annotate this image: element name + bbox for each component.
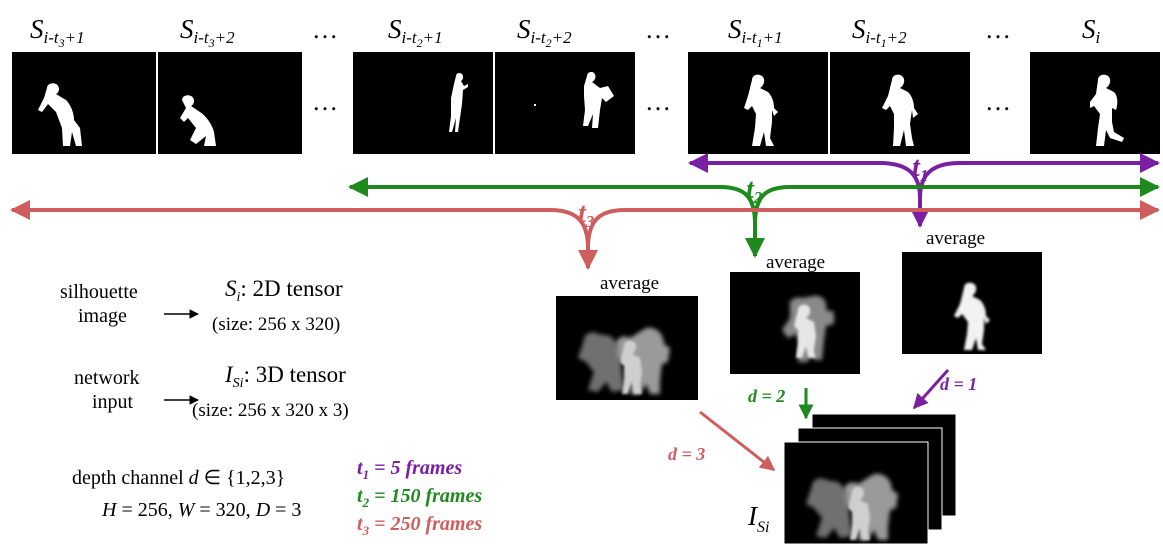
legend-network-line1: network	[74, 367, 140, 389]
frame-label-4: Si-t2+2	[517, 14, 572, 50]
frame-label-6: Si-t1+2	[852, 14, 907, 50]
output-label: ISi	[747, 501, 769, 536]
depth-label-d2: d = 2	[748, 386, 785, 406]
legend-network-size: (size: 256 x 320 x 3)	[192, 400, 349, 421]
ellipsis-frames-3: …	[985, 87, 1011, 116]
window-label-t1: t1	[912, 152, 928, 185]
average-label-t3: average	[600, 273, 659, 294]
legend-silhouette-size: (size: 256 x 320)	[212, 314, 340, 335]
legend-depth-channel: depth channel d ∈ {1,2,3}	[72, 467, 285, 489]
ellipsis-top-3: …	[985, 15, 1011, 44]
legend-hwd: H = 256, W = 320, D = 3	[101, 499, 301, 521]
legend-network-tensor: ISi: 3D tensor	[224, 362, 346, 391]
silhouette-frame-1	[12, 52, 156, 154]
average-label-t2: average	[766, 252, 825, 273]
silhouette-frame-2	[158, 52, 302, 154]
depth-label-d3: d = 3	[668, 444, 705, 464]
frame-count-t3: t3 = 250 frames	[357, 513, 482, 538]
legend-silhouette-line1: silhouette	[60, 281, 138, 303]
silhouette-frame-7	[1030, 52, 1160, 154]
silhouette-frames: … … …	[12, 52, 1160, 154]
frame-label-5: Si-t1+1	[728, 14, 783, 50]
window-t1-arrows	[688, 153, 1160, 228]
window-label-t2: t2	[746, 174, 763, 207]
average-image-t1	[902, 252, 1042, 354]
silhouette-frame-4	[495, 52, 635, 154]
ellipsis-frames-2: …	[645, 87, 671, 116]
frame-count-t2: t2 = 150 frames	[357, 485, 482, 510]
frame-count-t1: t1 = 5 frames	[357, 457, 462, 482]
window-t3-arrows	[10, 200, 1160, 270]
average-image-t3	[556, 296, 698, 400]
silhouette-frame-3	[353, 52, 493, 154]
ellipsis-top-2: …	[645, 15, 671, 44]
silhouette-frame-5	[688, 52, 828, 154]
legend-network-line2: input	[92, 391, 134, 413]
legend-silhouette-tensor: Si: 2D tensor	[225, 276, 343, 305]
silhouette-frame-6	[830, 52, 970, 154]
frame-counts: t1 = 5 frames t2 = 150 frames t3 = 250 f…	[357, 457, 482, 538]
depth-arrows	[699, 368, 950, 472]
frame-label-7: Si	[1082, 14, 1101, 47]
frame-label-1: Si-t3+1	[30, 14, 85, 50]
frame-label-3: Si-t2+1	[388, 14, 443, 50]
legend-silhouette-line2: image	[78, 305, 127, 327]
window-t2-arrows	[348, 177, 1160, 258]
ellipsis-top-1: …	[312, 15, 338, 44]
output-tensor-stack	[783, 413, 957, 544]
average-label-t1: average	[926, 228, 985, 249]
frame-labels: Si-t3+1 Si-t3+2 Si-t2+1 Si-t2+2 Si-t1+1 …	[30, 14, 1101, 50]
ellipsis-frames-1: …	[312, 87, 338, 116]
average-image-t2	[730, 272, 860, 374]
legend: silhouette image Si: 2D tensor (size: 25…	[60, 276, 349, 521]
window-label-t3: t3	[578, 198, 595, 231]
frame-label-2: Si-t3+2	[180, 14, 235, 50]
depth-label-d1: d = 1	[940, 374, 977, 394]
